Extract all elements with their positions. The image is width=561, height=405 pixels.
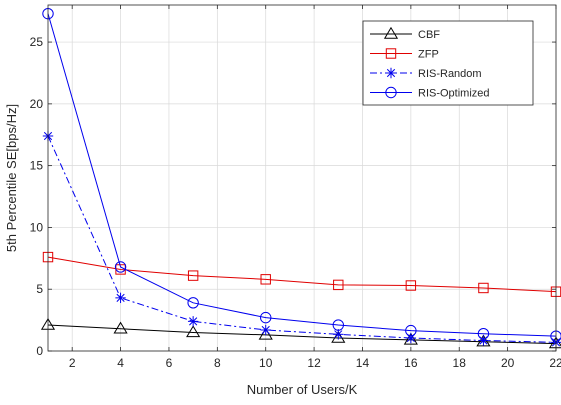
y-tick-label: 15 (30, 159, 44, 173)
series-line-ris-optimized (47, 13, 557, 337)
legend-label: RIS-Optimized (418, 88, 490, 100)
series-line-cbf (47, 324, 557, 345)
x-tick-label: 18 (453, 356, 467, 370)
x-tick-label: 2 (69, 356, 76, 370)
data-point-ris-optimized (260, 311, 272, 324)
x-tick-label: 20 (501, 356, 515, 370)
legend: CBF ZFP RIS-Random RIS-Optimized (362, 20, 534, 106)
data-point-ris-optimized (477, 328, 490, 340)
y-tick-label: 25 (30, 35, 44, 49)
y-tick-label: 10 (30, 220, 44, 234)
legend-label: RIS-Random (418, 68, 482, 80)
data-point-zfp (260, 274, 271, 285)
data-point-zfp (333, 279, 344, 291)
data-point-ris-random (333, 329, 344, 340)
x-tick-label: 12 (307, 356, 321, 370)
legend-item-ris-optimized: RIS-Optimized (370, 86, 490, 100)
y-tick-label: 20 (30, 97, 44, 111)
data-point-ris-random (260, 324, 271, 336)
legend-item-ris-random: RIS-Random (370, 67, 482, 80)
data-point-cbf (403, 332, 418, 345)
legend-marker (385, 48, 397, 59)
data-point-zfp (405, 280, 417, 291)
axis-ticks: 2 4 6 8 10 12 14 16 18 20 22 0 5 10 15 20 25 (30, 5, 561, 370)
x-tick-label: 16 (404, 356, 418, 370)
data-point-cbf (113, 321, 128, 334)
x-tick-label: 8 (214, 356, 221, 370)
plot-frame (47, 4, 557, 352)
x-tick-label: 4 (117, 356, 124, 370)
legend-marker (385, 86, 397, 99)
series-zfp (42, 251, 561, 297)
data-point-ris-random (187, 316, 199, 327)
legend-label: ZFP (418, 49, 439, 61)
data-point-zfp (478, 282, 489, 294)
x-tick-label: 10 (259, 356, 273, 370)
legend-item-zfp: ZFP (370, 48, 439, 61)
x-axis-label: Number of Users/K (247, 382, 358, 397)
data-point-cbf (258, 327, 273, 340)
series-line-zfp (47, 256, 557, 293)
x-tick-label: 22 (549, 356, 561, 370)
data-point-cbf (186, 325, 201, 338)
data-point-ris-optimized (187, 297, 199, 309)
y-axis-label: 5th Percentile SE[bps/Hz] (4, 104, 19, 252)
data-point-zfp (187, 270, 199, 281)
legend-item-cbf: CBF (370, 26, 440, 41)
x-tick-label: 6 (166, 356, 173, 370)
data-point-ris-optimized (332, 319, 344, 331)
x-tick-label: 14 (356, 356, 370, 370)
data-point-ris-random (115, 292, 126, 304)
data-point-ris-optimized (405, 324, 417, 337)
series-line-ris-random (47, 135, 557, 343)
legend-box (362, 20, 534, 106)
legend-marker (385, 67, 397, 79)
legend-label: CBF (418, 29, 440, 41)
data-point-ris-optimized (114, 261, 127, 273)
y-tick-label: 0 (36, 344, 43, 358)
legend-marker (383, 26, 399, 39)
y-tick-label: 5 (36, 282, 43, 296)
series-group (40, 7, 561, 349)
